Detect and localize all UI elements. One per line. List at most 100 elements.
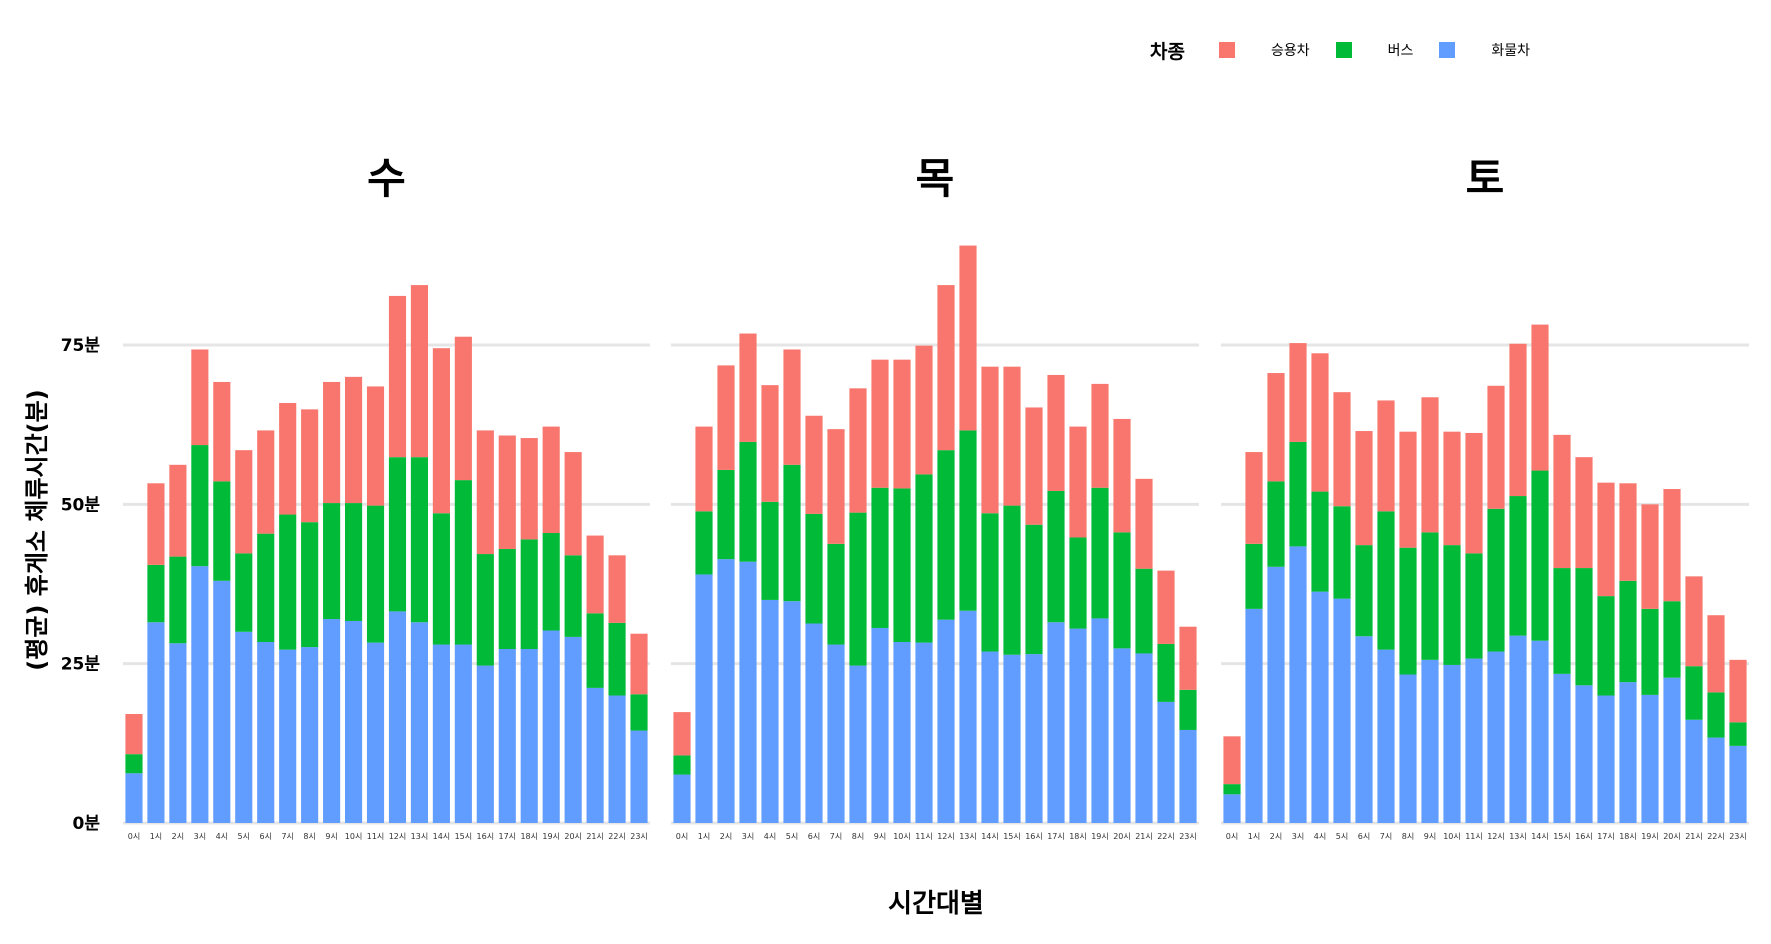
bar-segment xyxy=(1399,674,1417,823)
x-tick-label: 10시 xyxy=(893,832,911,841)
bar-segment xyxy=(125,714,143,755)
bar-segment xyxy=(695,426,713,512)
bar-segment xyxy=(1047,490,1065,623)
bar-segment xyxy=(1421,397,1439,533)
bar-segment xyxy=(630,633,648,695)
bar-segment xyxy=(717,559,735,823)
x-tick-label: 22시 xyxy=(1157,832,1175,841)
bar-segment xyxy=(366,505,385,643)
x-tick-label: 14시 xyxy=(1531,832,1549,841)
x-tick-label: 19시 xyxy=(1091,832,1109,841)
bar-segment xyxy=(1377,400,1395,512)
bar-segment xyxy=(301,522,319,648)
bar-segment xyxy=(981,651,999,823)
bar-segment xyxy=(915,474,933,643)
bar-segment xyxy=(1421,532,1439,660)
x-tick-label: 11시 xyxy=(367,832,385,841)
bar-segment xyxy=(586,613,604,688)
x-tick-label: 9시 xyxy=(874,832,886,841)
bar-segment xyxy=(1443,664,1461,823)
bar-segment xyxy=(1179,626,1197,690)
bar-segment xyxy=(1355,431,1373,546)
bar-segment xyxy=(1223,794,1241,823)
bar-segment xyxy=(542,426,560,534)
x-tick-label: 16시 xyxy=(1575,832,1593,841)
bar-segment xyxy=(542,533,560,631)
x-tick-label: 18시 xyxy=(1069,832,1087,841)
bar-segment xyxy=(783,349,801,465)
bar-segment xyxy=(608,555,626,623)
bar-segment xyxy=(1311,591,1329,823)
x-tick-label: 3시 xyxy=(194,832,206,841)
bar-segment xyxy=(1069,426,1087,538)
bar-segment xyxy=(849,665,867,823)
legend-label-sedan: 승용차 xyxy=(1270,43,1310,59)
x-tick-label: 20시 xyxy=(1113,832,1131,841)
bar-segment xyxy=(1553,434,1571,569)
bar-segment xyxy=(1641,504,1659,609)
panel-2: 목 0시 1시 2시 3시 4시 5시 6시 7시 8시 9시 10시 11시 12시 13시 14시 15시 1… xyxy=(671,154,1199,841)
bar-segment xyxy=(1597,695,1615,823)
legend-label-bus: 버스 xyxy=(1387,43,1414,59)
y-axis-title: (평균) 휴게소 체류시간(분) xyxy=(23,389,51,670)
bar-segment xyxy=(1091,618,1109,823)
x-tick-label: 17시 xyxy=(498,832,516,841)
x-tick-label: 21시 xyxy=(586,832,604,841)
legend-item-truck: 화물차 xyxy=(1439,40,1530,60)
bar-segment xyxy=(344,620,363,823)
bar-segment xyxy=(1685,719,1703,823)
bar-segment xyxy=(959,610,977,823)
x-tick-label: 18시 xyxy=(1619,832,1637,841)
x-tick-label: 0시 xyxy=(676,832,688,841)
x-tick-label: 17시 xyxy=(1597,832,1615,841)
x-tick-label: 12시 xyxy=(1487,832,1505,841)
bar-segment xyxy=(1091,383,1109,488)
bar-segment xyxy=(717,469,735,560)
bar-segment xyxy=(301,409,319,523)
bar-segment xyxy=(388,611,407,823)
x-tick-label: 7시 xyxy=(1380,832,1392,841)
bar-segment xyxy=(893,359,911,489)
bar-segment xyxy=(1377,649,1395,823)
bar-segment xyxy=(1333,506,1351,599)
bar-segment xyxy=(410,457,429,623)
bar-segment xyxy=(959,430,977,611)
bar-segment xyxy=(213,481,231,581)
x-tick-label: 18시 xyxy=(520,832,538,841)
bar-segment xyxy=(586,535,604,614)
bar-segment xyxy=(1091,487,1109,619)
bar-segment xyxy=(454,644,472,823)
bar-segment xyxy=(323,503,341,620)
bar-segment xyxy=(1421,659,1439,823)
bar-segment xyxy=(169,556,187,644)
bar-segment xyxy=(1487,508,1505,652)
x-tick-label: 9시 xyxy=(325,832,337,841)
bar-segment xyxy=(937,619,955,823)
bar-segment xyxy=(454,480,472,645)
bar-segment xyxy=(410,285,429,458)
bar-segment xyxy=(1707,737,1725,823)
bar-segment xyxy=(1289,546,1307,823)
bar-segment xyxy=(125,754,143,774)
bar-segment xyxy=(871,487,889,628)
bar-segment xyxy=(366,386,385,506)
bar-segment xyxy=(1069,537,1087,629)
bar-segment xyxy=(739,561,757,823)
bar-segment xyxy=(1509,343,1527,497)
bar-segment xyxy=(1267,566,1285,823)
bar-segment xyxy=(520,539,538,650)
bar-segment xyxy=(695,574,713,823)
bar-segment xyxy=(1729,659,1747,723)
bar-segment xyxy=(783,601,801,823)
bar-segment xyxy=(871,359,889,488)
x-tick-label: 23시 xyxy=(630,832,648,841)
panel-1: 수 0시 1시 2시 3시 4시 5시 6시 7시 8시 9시 10시 11시 12시 13시 14시 15시 1… xyxy=(123,154,650,841)
bar-segment xyxy=(454,336,472,481)
bar-segment xyxy=(366,642,385,823)
bar-segment xyxy=(191,349,209,446)
bar-segment xyxy=(805,513,823,624)
bar-segment xyxy=(673,774,691,823)
bar-segment xyxy=(1465,553,1483,659)
x-tick-label: 5시 xyxy=(786,832,798,841)
